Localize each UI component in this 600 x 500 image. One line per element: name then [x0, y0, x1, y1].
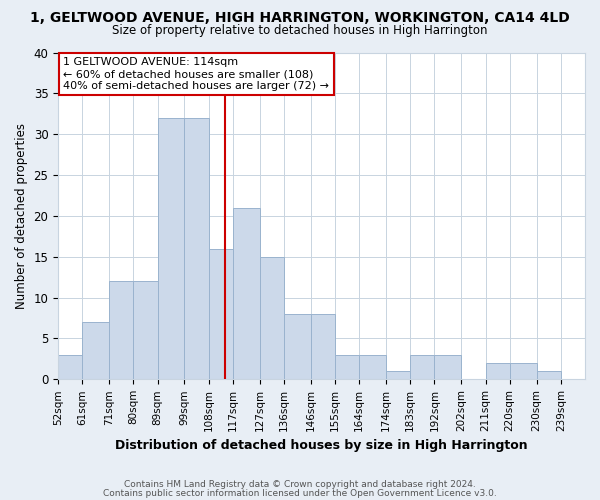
Text: Contains public sector information licensed under the Open Government Licence v3: Contains public sector information licen… [103, 488, 497, 498]
Bar [209, 248, 233, 380]
Bar [485, 363, 510, 380]
Bar [133, 282, 158, 380]
Bar [58, 355, 82, 380]
Text: 1 GELTWOOD AVENUE: 114sqm
← 60% of detached houses are smaller (108)
40% of semi: 1 GELTWOOD AVENUE: 114sqm ← 60% of detac… [64, 58, 329, 90]
Bar [260, 257, 284, 380]
Bar [410, 355, 434, 380]
Bar [284, 314, 311, 380]
Bar [158, 118, 184, 380]
Bar [386, 371, 410, 380]
Bar [434, 355, 461, 380]
Bar [510, 363, 536, 380]
Text: Contains HM Land Registry data © Crown copyright and database right 2024.: Contains HM Land Registry data © Crown c… [124, 480, 476, 489]
Bar [335, 355, 359, 380]
Bar [184, 118, 209, 380]
Bar [359, 355, 386, 380]
Bar [311, 314, 335, 380]
Y-axis label: Number of detached properties: Number of detached properties [15, 123, 28, 309]
Text: Size of property relative to detached houses in High Harrington: Size of property relative to detached ho… [112, 24, 488, 37]
Text: 1, GELTWOOD AVENUE, HIGH HARRINGTON, WORKINGTON, CA14 4LD: 1, GELTWOOD AVENUE, HIGH HARRINGTON, WOR… [30, 11, 570, 25]
Bar [109, 282, 133, 380]
Bar [536, 371, 561, 380]
X-axis label: Distribution of detached houses by size in High Harrington: Distribution of detached houses by size … [115, 440, 528, 452]
Bar [233, 208, 260, 380]
Bar [82, 322, 109, 380]
